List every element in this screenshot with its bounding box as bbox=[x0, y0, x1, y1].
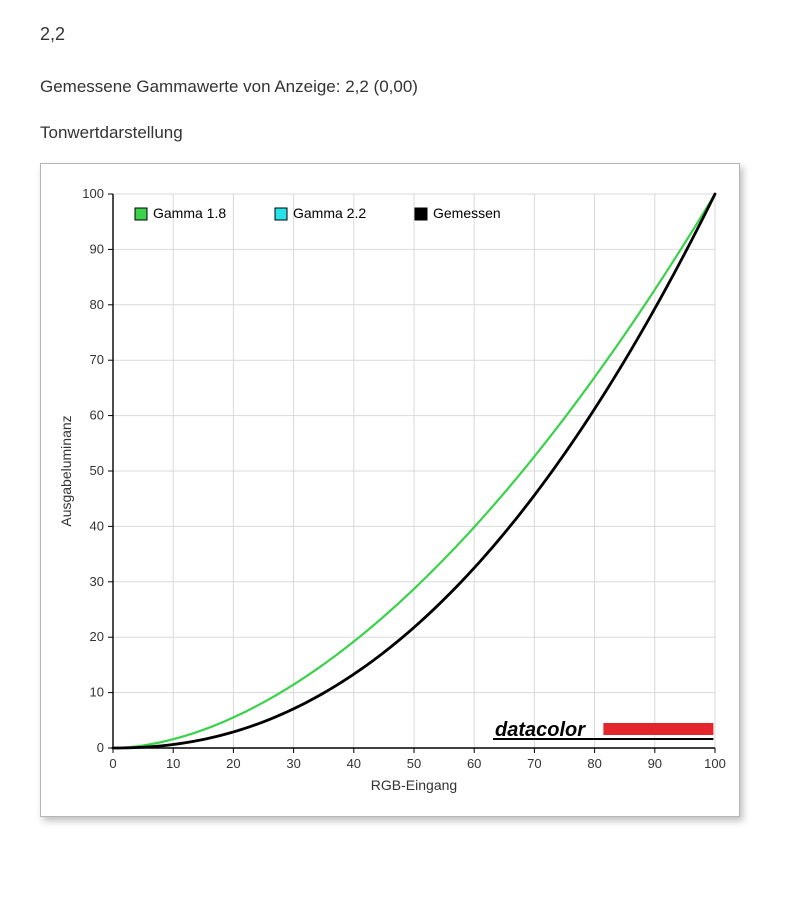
y-tick-label: 60 bbox=[90, 408, 104, 423]
x-tick-label: 0 bbox=[109, 756, 116, 771]
y-tick-label: 40 bbox=[90, 518, 104, 533]
x-tick-label: 80 bbox=[587, 756, 601, 771]
x-tick-label: 50 bbox=[407, 756, 421, 771]
x-tick-label: 70 bbox=[527, 756, 541, 771]
x-tick-label: 60 bbox=[467, 756, 481, 771]
x-axis-title: RGB-Eingang bbox=[371, 777, 457, 793]
gamma-curve-chart: 0 10 20 30 40 50 60 70 80 90 100 0 10 20 30 40 50 60 70 80 9… bbox=[40, 163, 740, 817]
y-tick-label: 20 bbox=[90, 629, 104, 644]
legend-label: Gemessen bbox=[433, 205, 501, 221]
legend-label: Gamma 2.2 bbox=[293, 205, 366, 221]
y-tick-label: 50 bbox=[90, 463, 104, 478]
brand-logo-bar bbox=[603, 723, 713, 735]
x-tick-label: 10 bbox=[166, 756, 180, 771]
x-tick-label: 100 bbox=[704, 756, 726, 771]
x-tick-label: 90 bbox=[648, 756, 662, 771]
y-tick-label: 30 bbox=[90, 574, 104, 589]
y-tick-label: 10 bbox=[90, 685, 104, 700]
x-tick-label: 30 bbox=[286, 756, 300, 771]
x-tick-label: 20 bbox=[226, 756, 240, 771]
measured-gamma-line: Gemessene Gammawerte von Anzeige: 2,2 (0… bbox=[40, 77, 762, 97]
legend-swatch bbox=[415, 208, 427, 220]
legend-label: Gamma 1.8 bbox=[153, 205, 226, 221]
x-tick-label: 40 bbox=[347, 756, 361, 771]
brand-logo-text: datacolor bbox=[495, 719, 586, 741]
y-tick-label: 100 bbox=[82, 186, 104, 201]
y-tick-label: 90 bbox=[90, 241, 104, 256]
section-title-tonwertdarstellung: Tonwertdarstellung bbox=[40, 123, 762, 143]
legend-swatch bbox=[275, 208, 287, 220]
y-tick-label: 70 bbox=[90, 352, 104, 367]
y-axis-title: Ausgabeluminanz bbox=[58, 415, 74, 526]
y-tick-label: 80 bbox=[90, 297, 104, 312]
gamma-curve-svg: 0 10 20 30 40 50 60 70 80 90 100 0 10 20 30 40 50 60 70 80 9… bbox=[55, 182, 727, 802]
y-tick-label: 0 bbox=[97, 740, 104, 755]
legend-swatch bbox=[135, 208, 147, 220]
gamma-target-value: 2,2 bbox=[40, 24, 762, 45]
